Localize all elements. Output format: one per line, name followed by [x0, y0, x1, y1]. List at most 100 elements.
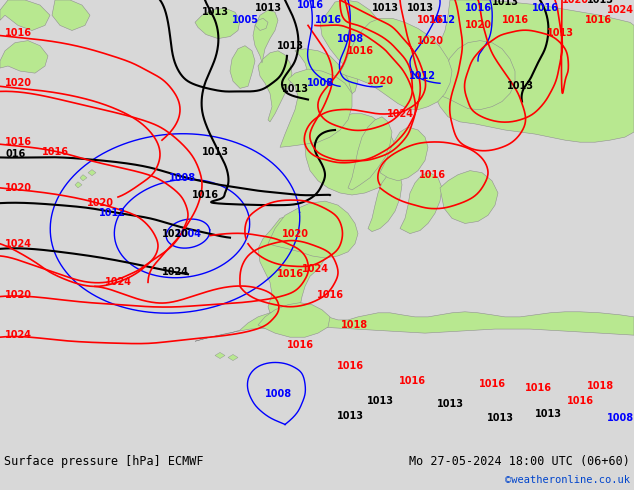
Text: 1013: 1013 [337, 412, 363, 421]
Text: 1008: 1008 [306, 78, 333, 88]
Polygon shape [440, 171, 498, 223]
Polygon shape [432, 0, 634, 142]
Polygon shape [230, 46, 255, 88]
Text: 1024: 1024 [607, 5, 633, 15]
Text: 1016: 1016 [347, 46, 373, 56]
Text: 1024: 1024 [5, 239, 32, 249]
Text: 1020: 1020 [5, 78, 32, 88]
Text: 1016: 1016 [314, 15, 342, 25]
Text: 1016: 1016 [418, 170, 446, 180]
Polygon shape [258, 303, 330, 337]
Polygon shape [368, 171, 402, 232]
Text: 1016: 1016 [5, 27, 32, 38]
Text: Mo 27-05-2024 18:00 UTC (06+60): Mo 27-05-2024 18:00 UTC (06+60) [409, 455, 630, 468]
Polygon shape [0, 41, 48, 73]
Text: 1020: 1020 [366, 76, 394, 86]
Text: 1013: 1013 [486, 414, 514, 423]
Text: 1013: 1013 [491, 0, 519, 7]
Polygon shape [0, 0, 50, 30]
Text: 1013: 1013 [254, 3, 281, 13]
Text: 1012: 1012 [408, 71, 436, 81]
Text: 1013: 1013 [372, 3, 399, 13]
Text: 1013: 1013 [507, 81, 533, 91]
Text: 1013: 1013 [534, 409, 562, 419]
Text: 1016: 1016 [5, 137, 32, 147]
Text: 1020: 1020 [465, 21, 491, 30]
Text: 1020: 1020 [86, 198, 113, 208]
Text: ©weatheronline.co.uk: ©weatheronline.co.uk [505, 475, 630, 485]
Text: 1024: 1024 [302, 264, 328, 274]
Text: 1020: 1020 [5, 183, 32, 193]
Polygon shape [80, 175, 87, 181]
Text: 1016: 1016 [585, 15, 612, 25]
Text: 1013: 1013 [436, 399, 463, 409]
Text: 1016: 1016 [191, 190, 219, 200]
Polygon shape [320, 0, 385, 68]
Polygon shape [228, 354, 238, 361]
Polygon shape [305, 114, 398, 195]
Polygon shape [255, 18, 268, 30]
Polygon shape [52, 0, 90, 30]
Text: 1012: 1012 [98, 208, 126, 218]
Text: 1016: 1016 [465, 3, 491, 13]
Polygon shape [340, 18, 452, 110]
Text: 1020: 1020 [162, 229, 188, 239]
Text: 1008: 1008 [169, 173, 195, 183]
Text: 1008: 1008 [337, 34, 363, 44]
Text: Surface pressure [hPa] ECMWF: Surface pressure [hPa] ECMWF [4, 455, 204, 468]
Text: 016: 016 [5, 149, 25, 159]
Text: 1013: 1013 [547, 27, 574, 38]
Text: 1018: 1018 [586, 381, 614, 391]
Polygon shape [253, 10, 278, 63]
Text: 1016: 1016 [501, 15, 529, 25]
Text: 1020: 1020 [417, 36, 444, 46]
Text: 1024: 1024 [387, 109, 413, 119]
Text: 1013: 1013 [406, 3, 434, 13]
Text: 1016: 1016 [337, 361, 363, 370]
Text: 1004: 1004 [174, 229, 202, 239]
Text: 1016: 1016 [524, 383, 552, 393]
Text: 1012: 1012 [429, 15, 455, 25]
Polygon shape [75, 182, 82, 188]
Text: 1016: 1016 [399, 376, 425, 386]
Text: 1018: 1018 [342, 320, 368, 330]
Text: 1016: 1016 [297, 0, 323, 10]
Polygon shape [268, 201, 358, 258]
Text: 1013: 1013 [202, 147, 228, 157]
Polygon shape [295, 49, 352, 139]
Text: 1013: 1013 [586, 0, 614, 5]
Text: 1020: 1020 [281, 229, 309, 239]
Text: 1005: 1005 [231, 15, 259, 25]
Polygon shape [330, 66, 358, 97]
Polygon shape [400, 172, 442, 234]
Text: 1020: 1020 [562, 0, 588, 5]
Text: 1024: 1024 [5, 330, 32, 340]
Text: 1024: 1024 [105, 277, 131, 287]
Text: 1016: 1016 [479, 379, 505, 389]
Polygon shape [215, 352, 225, 359]
Polygon shape [435, 41, 515, 110]
Polygon shape [88, 170, 96, 176]
Text: 1016: 1016 [417, 15, 444, 25]
Text: 1016: 1016 [276, 269, 304, 279]
Text: 1024: 1024 [162, 267, 188, 277]
Text: 1013: 1013 [281, 84, 309, 95]
Text: 1013: 1013 [276, 41, 304, 50]
Polygon shape [195, 309, 634, 341]
Polygon shape [258, 51, 292, 122]
Text: 1016: 1016 [531, 3, 559, 13]
Text: 1016: 1016 [287, 341, 313, 350]
Text: 1016: 1016 [41, 147, 68, 157]
Polygon shape [380, 127, 428, 181]
Text: 1008: 1008 [264, 389, 292, 399]
Polygon shape [195, 8, 240, 39]
Text: 1013: 1013 [366, 396, 394, 406]
Polygon shape [348, 117, 392, 190]
Text: 1020: 1020 [5, 290, 32, 299]
Text: 1008: 1008 [607, 414, 633, 423]
Polygon shape [258, 213, 328, 315]
Polygon shape [280, 69, 352, 147]
Text: 1013: 1013 [202, 7, 228, 17]
Text: 1016: 1016 [567, 396, 593, 406]
Text: 1016: 1016 [316, 290, 344, 299]
